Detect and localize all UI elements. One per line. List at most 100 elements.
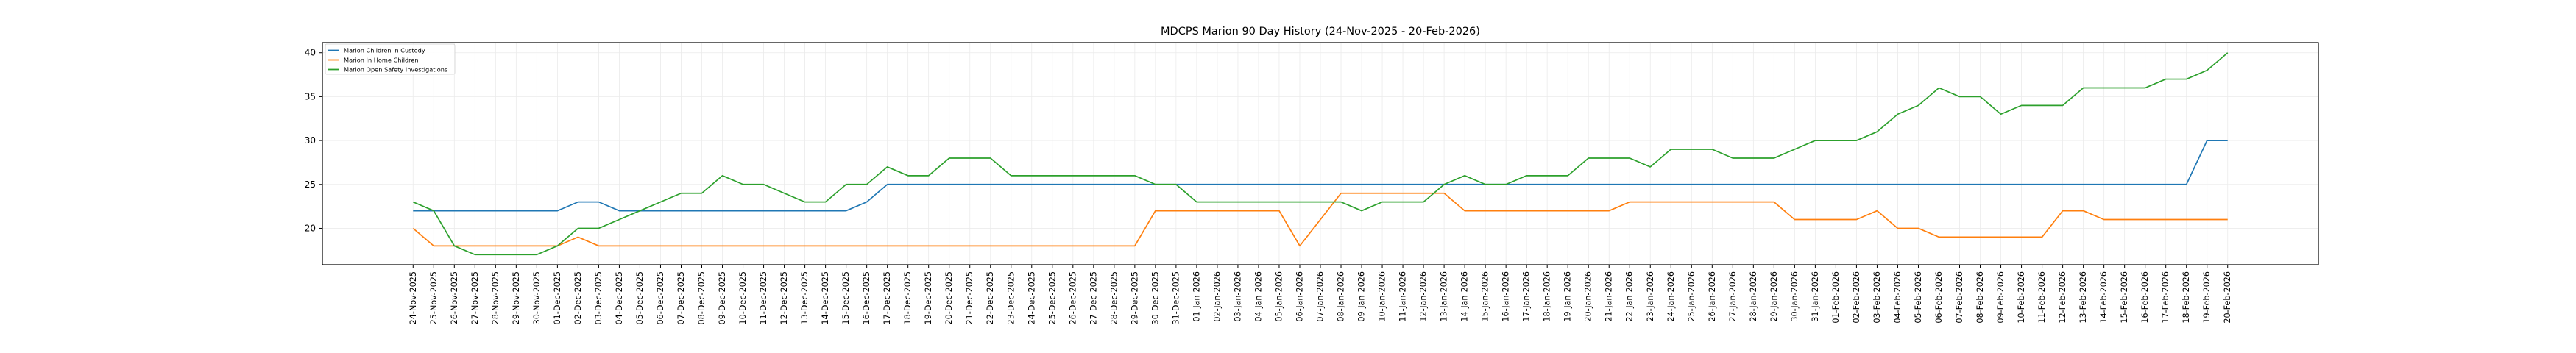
x-tick-label: 15-Jan-2026	[1481, 271, 1490, 322]
x-tick-label: 26-Dec-2025	[1068, 271, 1078, 324]
x-tick-label: 16-Feb-2026	[2140, 271, 2150, 324]
x-tick-label: 20-Dec-2025	[944, 271, 954, 324]
x-tick-label: 07-Dec-2025	[676, 271, 686, 324]
y-tick-label: 25	[305, 179, 316, 190]
x-tick-label: 08-Jan-2026	[1337, 271, 1346, 322]
legend-item: Marion Children in Custody	[328, 47, 425, 54]
x-tick-label: 18-Dec-2025	[903, 271, 913, 324]
x-tick-label: 10-Dec-2025	[738, 271, 748, 324]
x-tick-label: 20-Feb-2026	[2223, 271, 2232, 324]
x-tick-label: 02-Dec-2025	[573, 271, 583, 324]
x-tick-label: 25-Nov-2025	[429, 271, 439, 324]
x-tick-label: 24-Dec-2025	[1027, 271, 1036, 324]
x-tick-label: 30-Jan-2026	[1790, 271, 1800, 322]
x-tick-label: 25-Jan-2026	[1687, 271, 1696, 322]
x-tick-label: 12-Feb-2026	[2058, 271, 2067, 324]
x-tick-label: 26-Jan-2026	[1708, 271, 1717, 322]
x-tick-label: 22-Dec-2025	[986, 271, 995, 324]
x-tick-label: 19-Dec-2025	[924, 271, 933, 324]
x-tick-label: 01-Feb-2026	[1831, 271, 1841, 324]
x-tick-label: 07-Jan-2026	[1316, 271, 1326, 322]
x-tick-label: 01-Dec-2025	[553, 271, 562, 324]
x-tick-label: 12-Dec-2025	[779, 271, 789, 324]
legend-label: Marion Children in Custody	[344, 47, 425, 54]
x-tick-label: 04-Jan-2026	[1253, 271, 1263, 322]
x-tick-label: 28-Nov-2025	[491, 271, 500, 324]
grid	[322, 43, 2318, 265]
legend-item: Marion Open Safety Investigations	[328, 66, 447, 74]
x-tick-label: 01-Jan-2026	[1192, 271, 1201, 322]
series-line	[413, 140, 2228, 212]
x-tick-label: 02-Feb-2026	[1852, 271, 1861, 324]
x-tick-label: 20-Jan-2026	[1584, 271, 1593, 322]
x-tick-label: 27-Dec-2025	[1089, 271, 1098, 324]
x-tick-label: 09-Jan-2026	[1357, 271, 1367, 322]
y-tick-label: 30	[305, 135, 316, 146]
legend-box	[325, 43, 456, 75]
x-tick-label: 23-Dec-2025	[1006, 271, 1016, 324]
x-tick-label: 21-Jan-2026	[1604, 271, 1614, 322]
legend-item: Marion In Home Children	[328, 57, 419, 64]
x-tick-label: 13-Dec-2025	[800, 271, 810, 324]
x-tick-label: 18-Feb-2026	[2182, 271, 2191, 324]
x-tick-label: 29-Dec-2025	[1130, 271, 1139, 324]
x-tick-label: 26-Nov-2025	[450, 271, 459, 324]
x-tick-label: 14-Jan-2026	[1460, 271, 1470, 322]
x-tick-label: 30-Dec-2025	[1150, 271, 1160, 324]
x-tick-label: 24-Nov-2025	[408, 271, 418, 324]
x-axis: 24-Nov-2025 25-Nov-2025 26-Nov-2025 27-Nov-…	[408, 265, 2232, 324]
series-line	[412, 52, 2229, 256]
x-tick-label: 19-Feb-2026	[2202, 271, 2212, 324]
legend: Marion Children in Custody Marion In Home…	[325, 43, 456, 75]
x-tick-label: 11-Dec-2025	[759, 271, 768, 324]
x-tick-label: 24-Jan-2026	[1666, 271, 1676, 322]
x-tick-label: 06-Dec-2025	[656, 271, 665, 324]
x-tick-label: 15-Dec-2025	[841, 271, 851, 324]
x-tick-label: 27-Nov-2025	[470, 271, 480, 324]
x-tick-label: 02-Jan-2026	[1212, 271, 1222, 322]
x-tick-label: 22-Jan-2026	[1625, 271, 1635, 322]
x-tick-label: 05-Dec-2025	[635, 271, 645, 324]
x-tick-label: 29-Jan-2026	[1769, 271, 1779, 322]
x-tick-label: 04-Dec-2025	[615, 271, 624, 324]
y-tick-label: 20	[305, 223, 316, 233]
x-tick-label: 03-Jan-2026	[1233, 271, 1242, 322]
x-tick-label: 14-Dec-2025	[821, 271, 830, 324]
chart-title: MDCPS Marion 90 Day History (24-Nov-2025…	[1161, 26, 1480, 38]
x-tick-label: 03-Dec-2025	[594, 271, 604, 324]
x-tick-label: 10-Feb-2026	[2017, 271, 2026, 324]
x-tick-label: 09-Feb-2026	[1996, 271, 2006, 324]
series-line	[412, 192, 2228, 247]
x-tick-label: 28-Jan-2026	[1749, 271, 1758, 322]
x-tick-label: 06-Jan-2026	[1295, 271, 1304, 322]
x-tick-label: 19-Jan-2026	[1563, 271, 1573, 322]
y-axis: 20 25 30 35 40	[305, 48, 322, 233]
series-1	[413, 140, 2228, 212]
legend-label: Marion In Home Children	[344, 57, 419, 64]
series-3	[412, 52, 2229, 256]
x-tick-label: 31-Dec-2025	[1171, 271, 1181, 324]
x-tick-label: 12-Jan-2026	[1419, 271, 1429, 322]
x-tick-label: 11-Jan-2026	[1398, 271, 1408, 322]
x-tick-label: 09-Dec-2025	[718, 271, 727, 324]
x-tick-label: 05-Feb-2026	[1914, 271, 1923, 324]
x-tick-label: 29-Nov-2025	[512, 271, 521, 324]
x-tick-label: 27-Jan-2026	[1728, 271, 1738, 322]
x-tick-label: 03-Feb-2026	[1872, 271, 1882, 324]
x-tick-label: 11-Feb-2026	[2037, 271, 2047, 324]
x-tick-label: 17-Dec-2025	[882, 271, 892, 324]
series-layer	[412, 52, 2229, 256]
x-tick-label: 18-Jan-2026	[1543, 271, 1552, 322]
x-tick-label: 16-Dec-2025	[862, 271, 871, 324]
x-tick-label: 05-Jan-2026	[1274, 271, 1284, 322]
x-tick-label: 08-Feb-2026	[1975, 271, 1985, 324]
x-tick-label: 25-Dec-2025	[1047, 271, 1057, 324]
x-tick-label: 28-Dec-2025	[1109, 271, 1119, 324]
x-tick-label: 15-Feb-2026	[2120, 271, 2129, 324]
y-tick-label: 40	[305, 48, 316, 58]
x-tick-label: 13-Jan-2026	[1440, 271, 1449, 322]
x-tick-label: 06-Feb-2026	[1934, 271, 1944, 324]
y-tick-label: 35	[305, 91, 316, 101]
x-tick-label: 30-Nov-2025	[532, 271, 542, 324]
